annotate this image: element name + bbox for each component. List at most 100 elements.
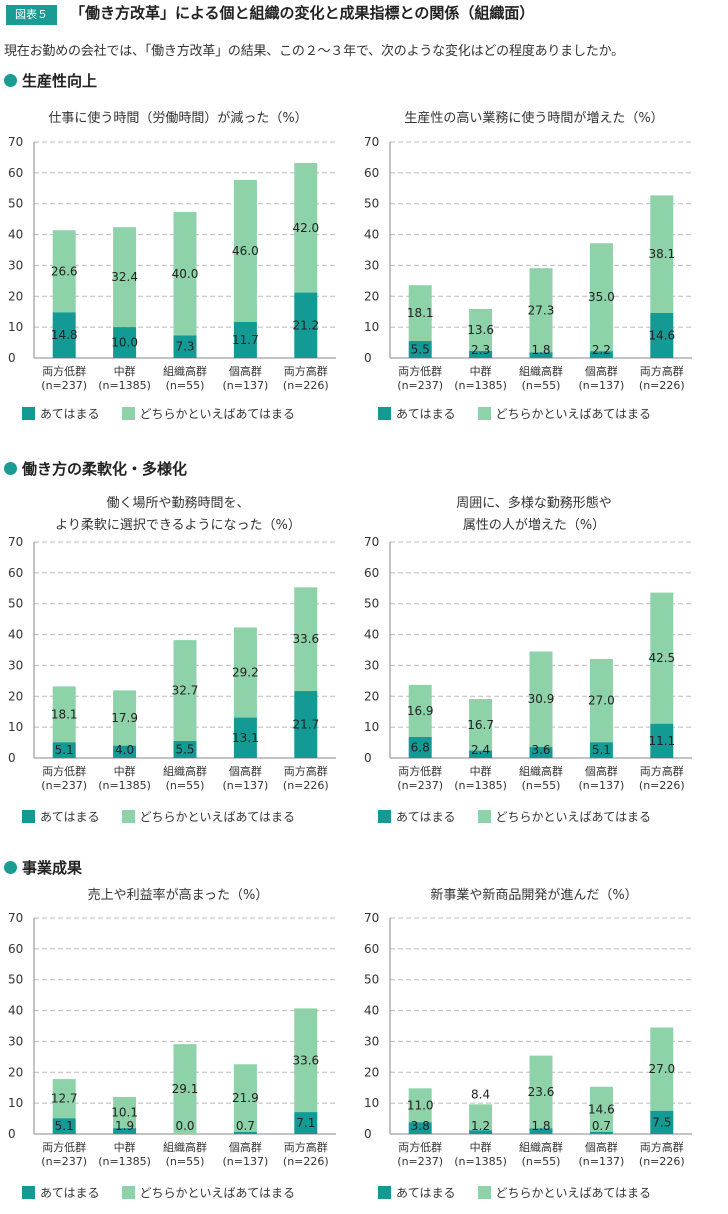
y-tick-label: 10: [8, 320, 23, 334]
data-label-weak: 12.7: [51, 1092, 78, 1106]
bar-segment-strong: [294, 292, 318, 358]
data-label-weak: 40.0: [172, 267, 199, 281]
bar-segment-strong: [113, 745, 137, 758]
data-label-weak: 38.1: [648, 247, 675, 261]
data-label-strong: 0.7: [592, 1119, 611, 1133]
bar-segment-strong: [52, 742, 76, 758]
y-tick-label: 70: [8, 911, 23, 925]
y-tick-label: 10: [8, 720, 23, 734]
x-tick-sample-size: (n=237): [41, 379, 87, 392]
data-label-weak: 46.0: [232, 244, 259, 258]
x-tick-label: 両方低群: [42, 1140, 86, 1154]
x-tick-label: 中群: [470, 1140, 492, 1154]
chart-legend: あてはまる どちらかといえばあてはまる: [22, 405, 317, 422]
chart-title: 新事業や新商品開発が進んだ（%）: [356, 885, 712, 907]
data-label-weak: 21.9: [232, 1091, 259, 1105]
bar-segment-weak: [408, 684, 432, 738]
bar-segment-weak: [233, 627, 257, 718]
x-tick-sample-size: (n=226): [639, 1155, 685, 1168]
y-tick-label: 70: [8, 135, 23, 149]
x-tick-sample-size: (n=55): [522, 1155, 561, 1168]
legend-item-strong: あてはまる: [378, 407, 456, 421]
data-label-weak: 27.3: [528, 303, 555, 317]
data-label-strong: 14.8: [51, 328, 78, 342]
y-tick-label: 10: [364, 1096, 379, 1110]
legend-item-weak: どちらかといえばあてはまる: [121, 407, 295, 421]
y-tick-label: 30: [8, 1034, 23, 1048]
data-label-weak: 29.1: [172, 1082, 199, 1096]
x-tick-label: 中群: [114, 1140, 136, 1154]
x-tick-label: 両方高群: [640, 1140, 684, 1154]
chart-sales-profit-increased: 売上や利益率が高まった（%） 0 10 20 30 40 50 60 70 5.1 12.7 両方低群…: [0, 880, 356, 1205]
x-tick-label: 両方低群: [398, 1140, 442, 1154]
legend-item-weak: どちらかといえばあてはまる: [121, 810, 295, 824]
bar-segment-weak: [113, 227, 137, 328]
y-tick-label: 20: [364, 1065, 379, 1079]
data-label-weak: 16.7: [467, 718, 494, 732]
y-tick-label: 60: [364, 566, 379, 580]
data-label-weak: 17.9: [111, 711, 138, 725]
data-label-weak: 42.0: [292, 221, 319, 235]
data-label-strong: 14.6: [648, 328, 675, 342]
data-label-strong: 0.0: [175, 1119, 194, 1133]
x-tick-label: 個高群: [585, 364, 618, 378]
chart-work-hours-reduced: 仕事に使う時間（労働時間）が減った（%） 0 10 20 30 40 50 60 70 14.8 2…: [0, 100, 356, 430]
bar-segment-weak: [529, 1055, 553, 1129]
bar-segment-strong: [173, 741, 197, 758]
bar-segment-strong: [589, 351, 613, 358]
bar-segment-strong: [113, 1128, 137, 1134]
legend-swatch-weak: [121, 810, 135, 823]
bar-segment-strong: [529, 1128, 553, 1134]
chart-plot: 0 10 20 30 40 50 60 70 5.1 18.1 両方低群(n=237) 4.0 17.9…: [8, 535, 336, 792]
chart-productive-time-increased: 生産性の高い業務に使う時間が増えた（%） 0 10 20 30 40 50 60 70 5.5 18…: [356, 100, 712, 430]
x-tick-label: 組織高群: [519, 764, 563, 778]
x-tick-sample-size: (n=55): [522, 779, 561, 792]
y-tick-label: 0: [8, 351, 16, 365]
chart-title-line: 属性の人が増えた（%）: [462, 518, 606, 533]
legend-item-weak: どちらかといえばあてはまる: [477, 810, 652, 824]
data-label-strong: 3.6: [531, 743, 550, 757]
x-tick-sample-size: (n=226): [283, 1155, 329, 1168]
bar-segment-weak: [52, 686, 76, 743]
bar-segment-weak: [113, 1096, 137, 1129]
bar-segment-strong: [233, 717, 257, 758]
x-tick-label: 個高群: [229, 364, 262, 378]
data-label-strong: 2.4: [471, 743, 490, 757]
legend-label-strong: あてはまる: [40, 810, 100, 824]
chart-title-line: 生産性の高い業務に使う時間が増えた（%）: [404, 111, 664, 126]
y-tick-label: 10: [364, 720, 379, 734]
x-tick-sample-size: (n=137): [579, 1155, 625, 1168]
chart-flexible-work: 働く場所や勤務時間を、 より柔軟に選択できるようになった（%） 0 10 20 30 40 5…: [0, 485, 356, 830]
chart-plot: 0 10 20 30 40 50 60 70 14.8 26.6 両方低群(n=237) 10.0 32…: [8, 135, 336, 392]
x-tick-sample-size: (n=1385): [454, 379, 507, 392]
bar-segment-strong: [529, 746, 553, 758]
legend-swatch-weak: [121, 407, 135, 420]
y-tick-label: 60: [8, 566, 23, 580]
x-tick-label: 中群: [114, 764, 136, 778]
chart-diverse-colleagues: 周囲に、多様な勤務形態や 属性の人が増えた（%） 0 10 20 30 40 50 60 70 6.…: [356, 485, 712, 830]
bar-segment-weak: [589, 1086, 613, 1132]
y-tick-label: 50: [364, 973, 379, 987]
bar-segment-weak: [173, 1044, 197, 1134]
y-tick-label: 40: [8, 628, 23, 642]
section-heading-business-results: 事業成果: [4, 857, 82, 878]
x-tick-sample-size: (n=226): [639, 379, 685, 392]
data-label-weak: 18.1: [407, 306, 434, 320]
bar-segment-weak: [294, 162, 318, 293]
legend-label-weak: どちらかといえばあてはまる: [495, 810, 652, 824]
data-label-weak: 32.7: [172, 684, 199, 698]
bar-segment-weak: [589, 658, 613, 743]
data-label-strong: 13.1: [232, 731, 259, 745]
legend-swatch-strong: [378, 1186, 391, 1199]
legend-label-strong: あてはまる: [40, 407, 100, 421]
x-tick-label: 組織高群: [163, 1140, 207, 1154]
chart-title: 仕事に使う時間（労働時間）が減った（%）: [0, 108, 356, 130]
data-label-weak: 29.2: [232, 666, 259, 680]
data-label-weak: 10.1: [111, 1106, 138, 1120]
chart-title-line: 新事業や新商品開発が進んだ（%）: [430, 888, 638, 903]
bar-segment-weak: [589, 243, 613, 352]
chart-title-line: より柔軟に選択できるようになった（%）: [55, 518, 301, 533]
bar-segment-strong: [589, 742, 613, 758]
legend-swatch-strong: [22, 1186, 35, 1199]
legend-label-weak: どちらかといえばあてはまる: [495, 407, 652, 421]
